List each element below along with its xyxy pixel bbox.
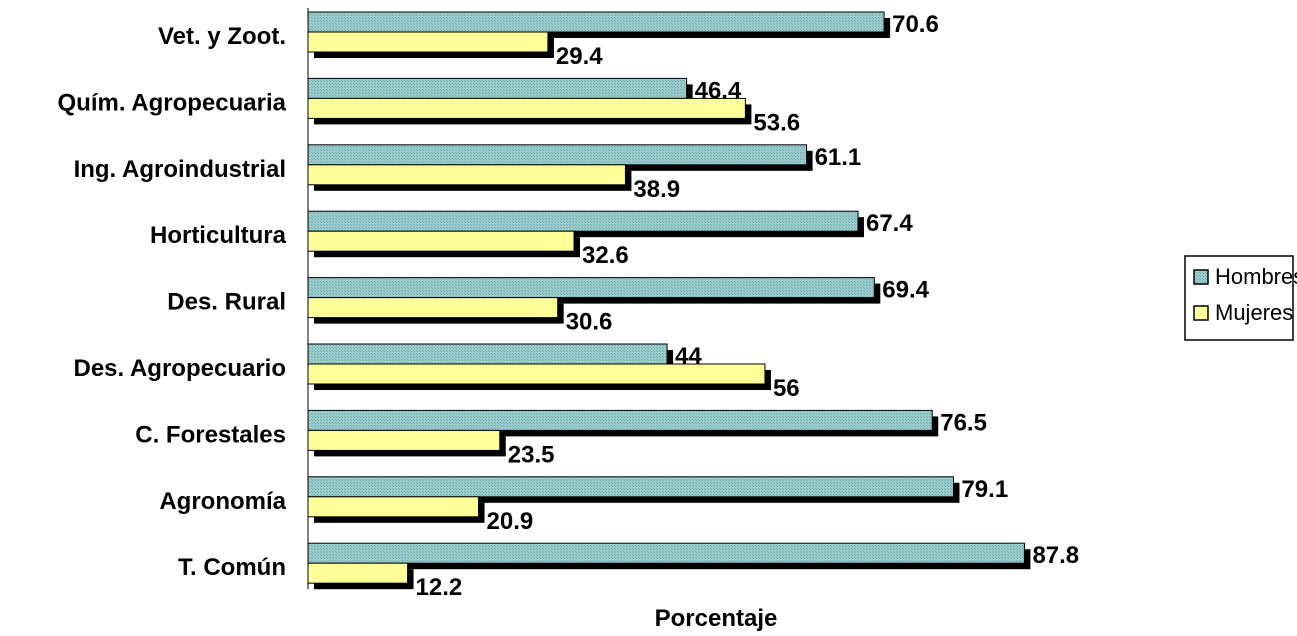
legend-swatch-hombres — [1193, 269, 1209, 285]
category-label-quim-agropecuaria: Quím. Agropecuaria — [58, 89, 287, 116]
category-label-horticultura: Horticultura — [150, 222, 287, 249]
bar-hombres-des-agropecuario — [307, 343, 668, 365]
legend: Hombres Mujeres — [1184, 255, 1297, 341]
bar-hombres-quim-agropecuaria — [307, 77, 688, 99]
bar-mujeres-quim-agropecuaria — [307, 97, 746, 119]
bar-mujeres-vet-y-zoot — [307, 31, 549, 53]
value-label-hombres-t-comun: 87.8 — [1032, 542, 1079, 569]
bar-hombres-vet-y-zoot — [307, 11, 885, 33]
value-label-mujeres-horticultura: 32.6 — [582, 242, 629, 269]
bar-mujeres-agronomia — [307, 496, 480, 518]
bar-hombres-agronomia — [307, 476, 954, 498]
value-label-hombres-vet-y-zoot: 70.6 — [892, 11, 939, 38]
value-label-hombres-quim-agropecuaria: 46.4 — [695, 77, 742, 104]
bar-hombres-ing-agroindustrial — [307, 144, 808, 166]
bar-mujeres-ing-agroindustrial — [307, 164, 626, 186]
legend-box — [1184, 255, 1294, 341]
category-label-vet-y-zoot: Vet. y Zoot. — [158, 23, 286, 50]
category-label-ing-agroindustrial: Ing. Agroindustrial — [74, 156, 286, 183]
bar-mujeres-horticultura — [307, 230, 575, 252]
value-label-hombres-des-agropecuario: 44 — [675, 343, 702, 370]
value-label-mujeres-ing-agroindustrial: 38.9 — [633, 176, 680, 203]
value-label-mujeres-vet-y-zoot: 29.4 — [556, 43, 603, 70]
value-label-hombres-ing-agroindustrial: 61.1 — [815, 144, 862, 171]
bar-hombres-t-comun — [307, 542, 1025, 564]
bar-hombres-c-forestales — [307, 409, 933, 431]
value-label-mujeres-t-comun: 12.2 — [416, 574, 463, 601]
category-label-t-comun: T. Común — [178, 554, 286, 581]
x-axis-title: Porcentaje — [655, 605, 778, 632]
bar-hombres-horticultura — [307, 210, 859, 232]
value-label-hombres-horticultura: 67.4 — [866, 210, 913, 237]
value-label-mujeres-c-forestales: 23.5 — [508, 441, 555, 468]
value-label-hombres-c-forestales: 76.5 — [940, 409, 987, 436]
category-label-des-rural: Des. Rural — [167, 289, 286, 316]
value-label-hombres-des-rural: 69.4 — [882, 277, 929, 304]
bar-mujeres-t-comun — [307, 562, 409, 584]
labels-layer: Vet. y Zoot. 70.6 29.4 Quím. Agropecuaria 46… — [58, 11, 1080, 601]
bars-layer — [307, 11, 1031, 590]
value-label-hombres-agronomia: 79.1 — [961, 476, 1008, 503]
category-label-c-forestales: C. Forestales — [135, 421, 286, 448]
legend-label-hombres: Hombres — [1215, 264, 1297, 289]
bar-hombres-des-rural — [307, 277, 875, 299]
legend-swatch-mujeres — [1193, 305, 1209, 321]
bar-mujeres-des-rural — [307, 297, 559, 319]
value-label-mujeres-des-rural: 30.6 — [566, 309, 613, 336]
category-label-agronomia: Agronomía — [159, 488, 286, 515]
value-label-mujeres-quim-agropecuaria: 53.6 — [753, 109, 800, 136]
value-label-mujeres-des-agropecuario: 56 — [773, 375, 800, 402]
legend-label-mujeres: Mujeres — [1215, 300, 1293, 325]
bar-mujeres-c-forestales — [307, 429, 501, 451]
category-label-des-agropecuario: Des. Agropecuario — [74, 355, 287, 382]
value-label-mujeres-agronomia: 20.9 — [487, 508, 534, 535]
